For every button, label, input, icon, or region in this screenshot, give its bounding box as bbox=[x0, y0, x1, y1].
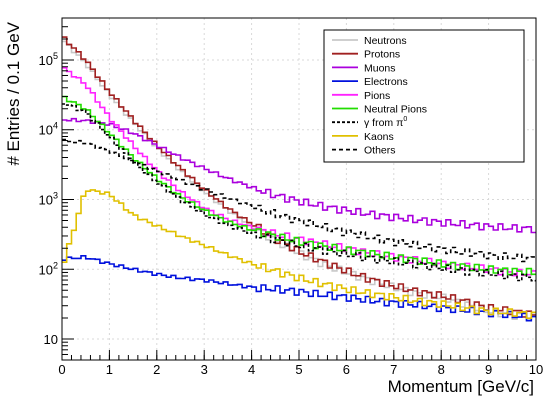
x-tick-label: 10 bbox=[529, 362, 543, 377]
legend-entry-label: Electrons bbox=[364, 76, 408, 88]
x-tick-label: 1 bbox=[106, 362, 113, 377]
x-tick-label: 6 bbox=[343, 362, 350, 377]
legend-entry-label: Muons bbox=[364, 62, 396, 74]
x-tick-label: 3 bbox=[201, 362, 208, 377]
series-line bbox=[62, 95, 536, 276]
series-line bbox=[62, 138, 536, 263]
x-tick-label: 9 bbox=[485, 362, 492, 377]
legend-entry-label: Protons bbox=[364, 49, 400, 61]
y-tick-label: 10 bbox=[44, 332, 58, 347]
series-line bbox=[62, 189, 536, 319]
x-tick-label: 4 bbox=[248, 362, 255, 377]
y-axis-title: # Entries / 0.1 GeV bbox=[4, 21, 23, 165]
series-line bbox=[62, 117, 536, 234]
series-line bbox=[62, 255, 536, 322]
legend-entry-label: Pions bbox=[364, 90, 390, 102]
axis-ticks: 0 1 2 3 4 5 6 7 8 9 10 10 102 103 104 105 bbox=[39, 17, 543, 377]
x-tick-label: 8 bbox=[438, 362, 445, 377]
x-tick-label: 0 bbox=[58, 362, 65, 377]
legend-entry-label: Kaons bbox=[364, 131, 394, 143]
x-axis-title: Momentum [GeV/c] bbox=[388, 377, 534, 396]
x-tick-label: 7 bbox=[390, 362, 397, 377]
series-line bbox=[62, 103, 536, 282]
y-tick-label: 104 bbox=[39, 121, 58, 138]
y-tick-label: 102 bbox=[39, 260, 58, 277]
legend-entry-label: Neutral Pions bbox=[364, 104, 427, 116]
legend-box bbox=[323, 29, 525, 163]
legend-entry-label: Neutrons bbox=[364, 35, 407, 47]
x-tick-label: 5 bbox=[295, 362, 302, 377]
y-tick-label: 103 bbox=[39, 190, 58, 207]
x-tick-label: 2 bbox=[153, 362, 160, 377]
legend-entry-label: γ from π0 bbox=[364, 116, 407, 129]
y-tick-label: 105 bbox=[39, 51, 58, 68]
series-layer bbox=[62, 36, 536, 322]
legend-entry-label: Others bbox=[364, 145, 396, 157]
